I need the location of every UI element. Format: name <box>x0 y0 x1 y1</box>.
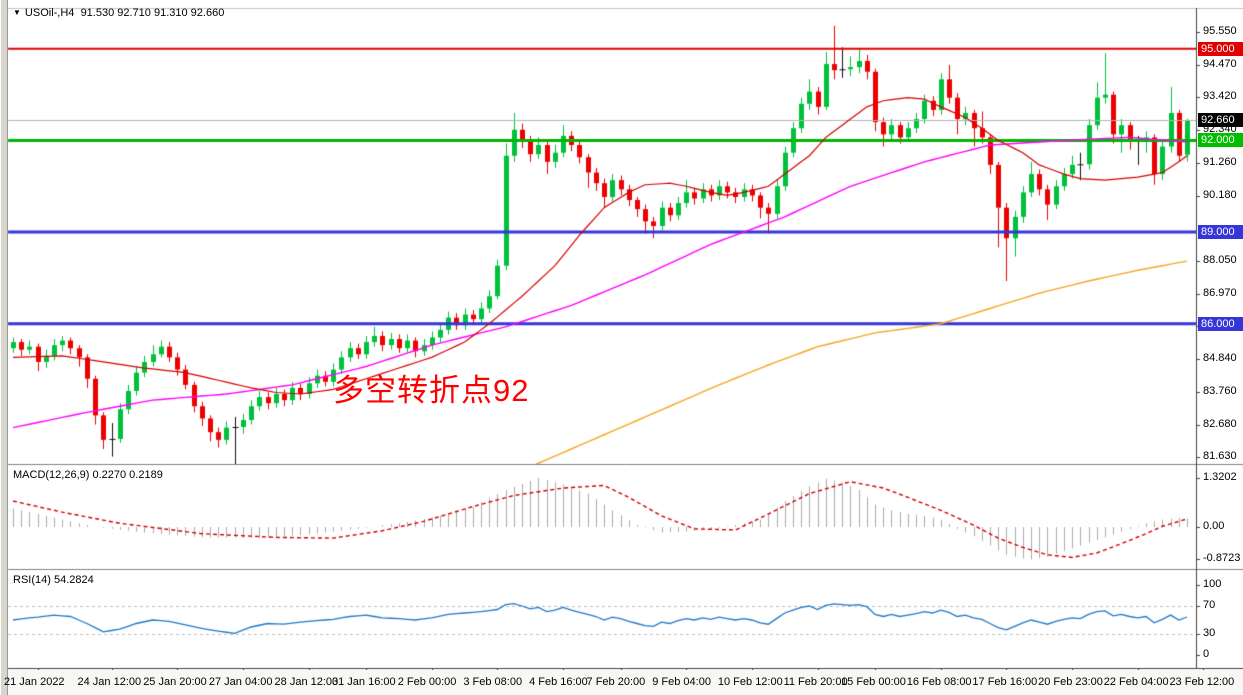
price-tick-label: 93.420 <box>1203 90 1237 103</box>
price-tick-label: 88.050 <box>1203 254 1237 267</box>
time-label: 28 Jan 12:00 <box>274 676 339 688</box>
price-badge: 86.000 <box>1198 316 1243 331</box>
price-tick-label: 84.840 <box>1203 352 1237 365</box>
time-axis-strip <box>8 670 1243 695</box>
time-label: 27 Jan 04:00 <box>208 676 273 688</box>
rsi-title: RSI(14) <box>13 574 51 586</box>
price-tick-label: 94.470 <box>1203 57 1237 70</box>
time-label: 20 Feb 23:00 <box>1038 676 1103 688</box>
time-label: 9 Feb 04:00 <box>652 676 711 688</box>
rsi-tick-label: 100 <box>1203 578 1222 590</box>
macd-title: MACD(12,26,9) <box>13 469 90 481</box>
chart-header: ▼ USOil-,H4 91.530 92.710 91.310 92.660 <box>13 7 224 19</box>
time-label: 7 Feb 20:00 <box>586 676 646 688</box>
price-badge: 95.000 <box>1198 41 1243 56</box>
symbol-dropdown-icon[interactable]: ▼ <box>13 8 21 17</box>
macd-values: 0.2270 0.2189 <box>92 469 163 481</box>
chart-annotation-text[interactable]: 多空转折点92 <box>333 373 530 408</box>
time-label: 11 Feb 20:00 <box>783 676 848 688</box>
macd-tick-label: -0.8723 <box>1203 552 1241 565</box>
time-label: 22 Feb 04:00 <box>1103 676 1169 688</box>
price-tick-label: 86.970 <box>1203 287 1237 300</box>
price-tick-label: 91.260 <box>1203 156 1237 169</box>
rsi-header: RSI(14) 54.2824 <box>13 574 94 586</box>
time-label: 15 Feb 00:00 <box>841 676 906 688</box>
macd-header: MACD(12,26,9) 0.2270 0.2189 <box>13 469 163 481</box>
rsi-tick-label: 70 <box>1203 599 1216 611</box>
price-tick-label: 95.550 <box>1203 25 1237 37</box>
time-label: 31 Jan 16:00 <box>332 676 396 688</box>
rsi-value: 54.2824 <box>53 574 94 586</box>
time-label: 16 Feb 08:00 <box>906 676 972 688</box>
time-label: 3 Feb 08:00 <box>463 676 523 688</box>
time-label: 17 Feb 16:00 <box>972 676 1038 688</box>
time-label: 21 Jan 2022 <box>4 676 65 688</box>
time-label: 10 Feb 12:00 <box>717 676 783 688</box>
rsi-tick-label: 30 <box>1203 627 1216 639</box>
rsi-tick-label: 0 <box>1203 648 1210 660</box>
price-badge: 89.000 <box>1198 225 1243 240</box>
price-tick-label: 90.180 <box>1203 189 1237 202</box>
time-label: 4 Feb 16:00 <box>529 676 588 688</box>
macd-tick-label: 1.3202 <box>1203 471 1237 484</box>
time-label: 2 Feb 00:00 <box>397 676 457 688</box>
price-tick-label: 82.680 <box>1203 418 1237 431</box>
price-tick-label: 81.630 <box>1203 450 1237 463</box>
ohlc-values: 91.530 92.710 91.310 92.660 <box>80 7 225 19</box>
macd-tick-label: 0.00 <box>1203 520 1225 532</box>
price-tick-label: 83.760 <box>1203 385 1237 398</box>
price-badge: 92.000 <box>1198 133 1243 148</box>
time-label: 24 Jan 12:00 <box>77 676 142 688</box>
time-label: 23 Feb 12:00 <box>1169 676 1235 688</box>
time-label: 25 Jan 20:00 <box>143 676 207 688</box>
symbol-timeframe-label: USOil-,H4 <box>24 7 75 19</box>
price-badge: 92.660 <box>1198 113 1243 128</box>
